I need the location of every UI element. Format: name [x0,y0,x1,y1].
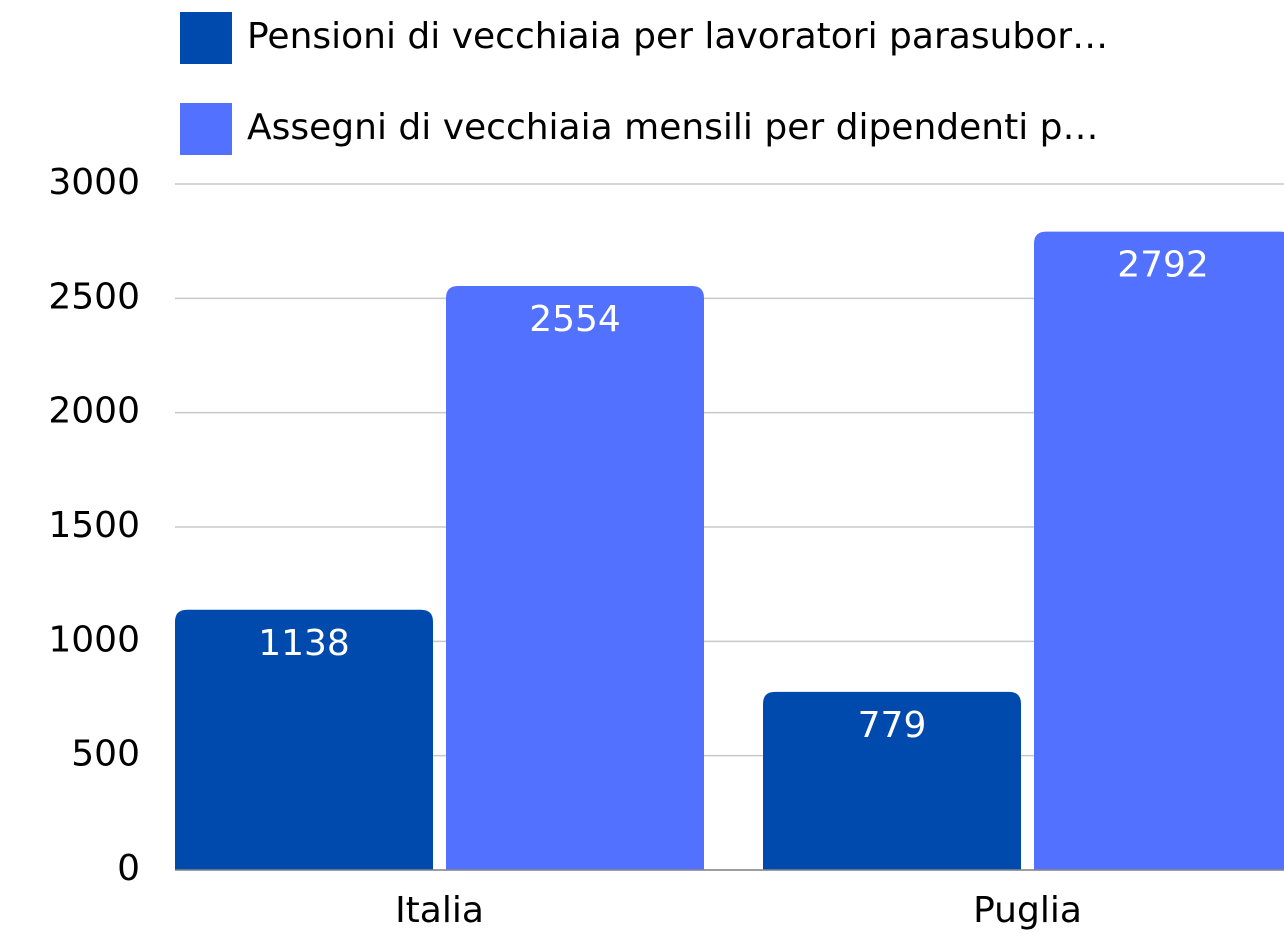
legend-swatch [180,12,232,64]
data-label: 2792 [1117,245,1209,286]
y-tick-label: 2000 [48,391,140,432]
y-tick-label: 1000 [48,619,140,660]
y-tick-label: 2500 [48,276,140,317]
data-label: 779 [858,705,927,746]
y-tick-label: 1500 [48,505,140,546]
bar [175,609,433,870]
x-tick-label: Italia [395,890,484,931]
y-tick-label: 3000 [48,162,140,203]
legend-swatch [180,103,232,155]
x-tick-label: Puglia [973,890,1082,931]
y-tick-label: 0 [117,848,140,889]
legend-label: Pensioni di vecchiaia per lavoratori par… [247,16,1108,57]
data-label: 2554 [529,299,621,340]
legend-label: Assegni di vecchiaia mensili per dipende… [247,107,1099,148]
bar [1034,231,1284,870]
y-tick-label: 500 [71,734,140,775]
data-label: 1138 [258,623,350,664]
bar [446,285,704,870]
bar [763,691,1021,870]
